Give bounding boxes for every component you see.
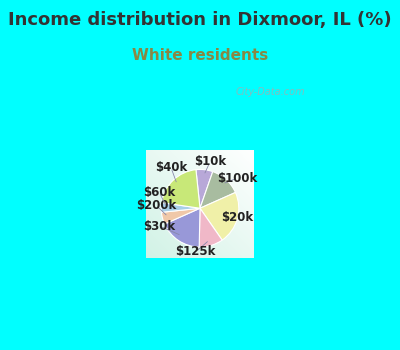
Wedge shape — [200, 193, 239, 240]
Text: $40k: $40k — [155, 161, 187, 174]
Wedge shape — [199, 208, 222, 247]
Text: Income distribution in Dixmoor, IL (%): Income distribution in Dixmoor, IL (%) — [8, 10, 392, 29]
Wedge shape — [200, 172, 236, 208]
Text: $10k: $10k — [194, 155, 226, 168]
Text: $100k: $100k — [217, 172, 257, 184]
Text: White residents: White residents — [132, 49, 268, 63]
Text: City-Data.com: City-Data.com — [235, 88, 305, 97]
Wedge shape — [161, 203, 200, 212]
Text: $200k: $200k — [136, 198, 176, 211]
Wedge shape — [196, 169, 213, 208]
Wedge shape — [164, 208, 200, 247]
Text: $60k: $60k — [143, 186, 175, 198]
Text: $20k: $20k — [221, 211, 253, 224]
Wedge shape — [162, 208, 200, 224]
Text: $30k: $30k — [144, 219, 176, 232]
Wedge shape — [162, 170, 200, 208]
Text: $125k: $125k — [176, 245, 216, 258]
